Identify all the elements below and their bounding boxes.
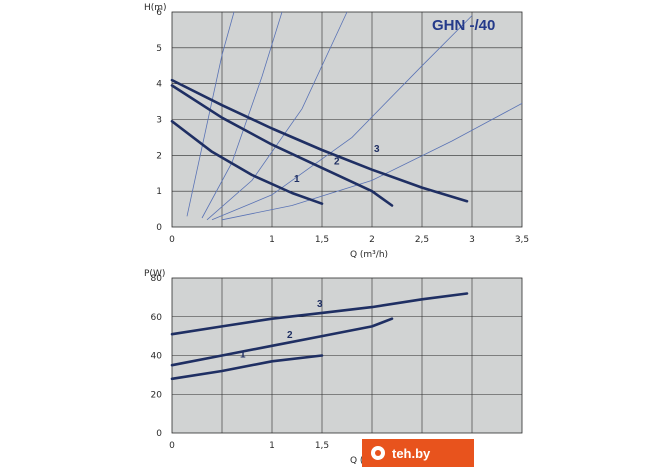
y-tick-label: 1 xyxy=(156,187,162,197)
y-tick-label: 6 xyxy=(156,8,162,18)
curve-line-3 xyxy=(170,292,469,336)
gear-icon xyxy=(371,446,385,460)
head-flow-chart: 1 2 3 0 1 2 3 4 5 6 0 1 1,5 2 2,5 3 3,5 H(m) Q (m³/h) GHN -… xyxy=(144,3,529,260)
x-axis-title: Q (m³/h) xyxy=(350,250,388,260)
y-tick-label: 0 xyxy=(156,223,162,233)
x-tick-label: 1,5 xyxy=(315,235,329,245)
x-tick-label: 1 xyxy=(269,441,275,451)
curve-line-1 xyxy=(170,120,324,205)
x-tick-label: 0 xyxy=(169,235,175,245)
x-tick-label: 2,5 xyxy=(415,235,429,245)
system-curve-3 xyxy=(206,11,348,221)
brand-name: teh.by xyxy=(392,446,431,461)
y-axis-title: H(m) xyxy=(144,3,167,13)
y-tick-label: 80 xyxy=(151,274,163,284)
x-tick-label: 3 xyxy=(469,235,475,245)
curve-label-2: 2 xyxy=(287,330,293,341)
y-tick-label: 20 xyxy=(151,390,163,400)
curve-line-2 xyxy=(170,84,394,207)
curve-label-3: 3 xyxy=(317,299,323,310)
x-tick-label: 0 xyxy=(169,441,175,451)
system-curve-5 xyxy=(221,103,523,221)
curve-label-2: 2 xyxy=(334,156,340,167)
x-tick-label: 1 xyxy=(269,235,275,245)
y-tick-label: 4 xyxy=(156,80,162,90)
y-tick-label: 5 xyxy=(156,44,162,54)
curve-label-1: 1 xyxy=(294,174,300,185)
x-tick-label: 2 xyxy=(369,235,375,245)
y-axis-title: P(W) xyxy=(144,269,165,279)
chart-title: GHN -/40 xyxy=(432,17,495,34)
curve-label-3: 3 xyxy=(374,144,380,155)
x-tick-label: 1,5 xyxy=(315,441,329,451)
curve-label-1: 1 xyxy=(240,349,246,360)
system-curve-2 xyxy=(201,11,283,219)
curve-line-2 xyxy=(170,317,394,367)
y-tick-label: 0 xyxy=(156,429,162,439)
system-curve-1 xyxy=(186,11,235,217)
brand-badge[interactable]: teh.by xyxy=(362,439,474,467)
curve-line-3 xyxy=(170,78,469,203)
y-tick-label: 3 xyxy=(156,116,162,126)
y-tick-label: 60 xyxy=(151,313,163,323)
system-curve-4 xyxy=(211,15,473,221)
y-tick-label: 40 xyxy=(151,352,163,362)
curve-line-1 xyxy=(170,354,324,381)
x-tick-label: 3,5 xyxy=(515,235,529,245)
y-tick-label: 2 xyxy=(156,151,162,161)
